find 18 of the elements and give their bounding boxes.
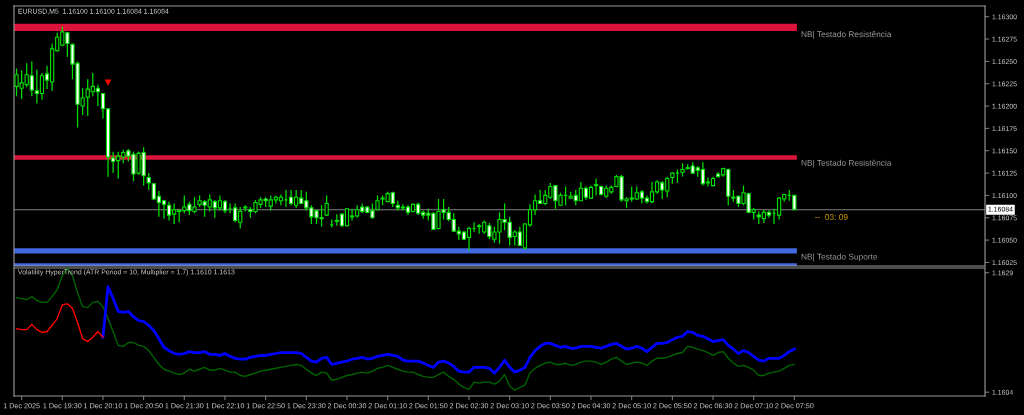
candlestick [283,189,289,208]
band-label: NB| Testado Resistência [801,31,892,39]
band-label: NB| Testado Resistência [801,159,892,168]
candlestick [776,196,782,221]
candlestick [39,72,45,101]
line-series [101,285,796,375]
band-label: NB| Testado Suporte [801,253,878,262]
candlestick [649,181,655,205]
annotation: -- 03: 09 [815,214,848,220]
line-series [15,303,104,343]
candlestick [349,208,355,222]
candlestick [466,226,472,252]
candlestick [166,201,172,222]
candlestick [324,194,329,217]
candlestick [400,203,406,212]
line-series [15,268,796,391]
candlestick [593,177,599,197]
candlestick [34,68,40,105]
